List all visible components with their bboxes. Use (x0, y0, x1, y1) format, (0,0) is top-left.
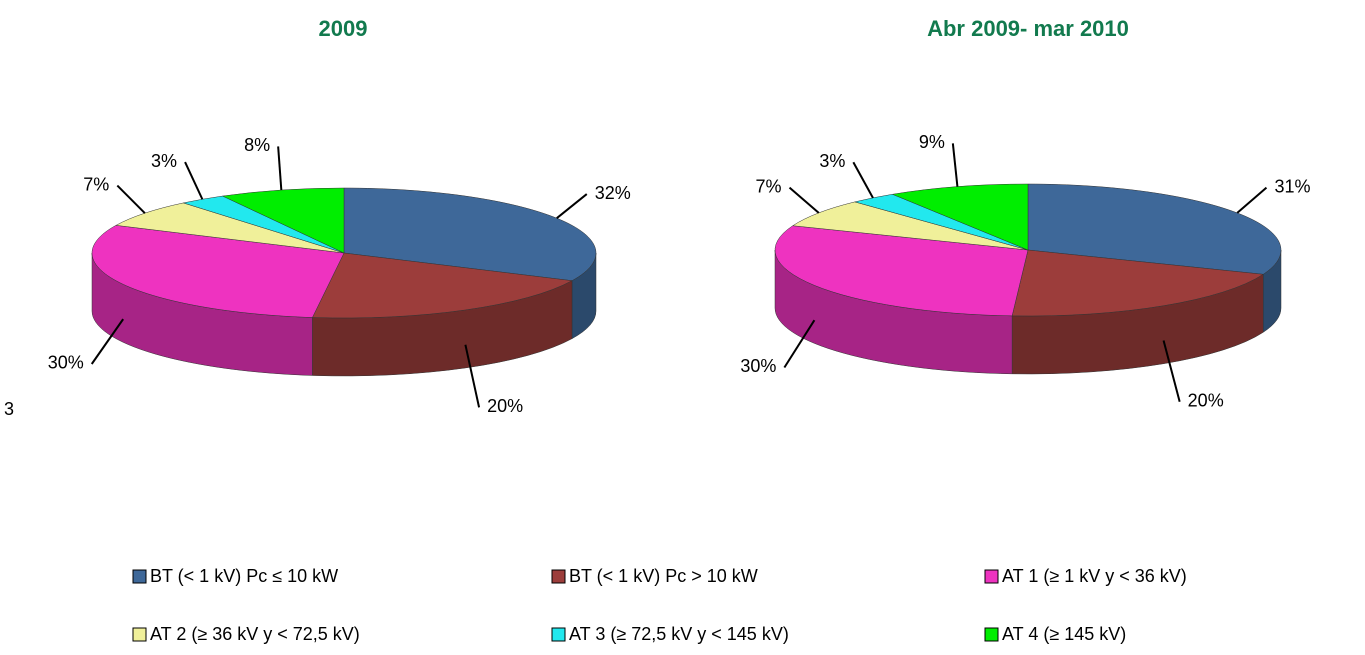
legend-label: AT 1 (≥ 1 kV y < 36 kV) (1002, 566, 1187, 586)
leader-line (788, 186, 820, 214)
pie-slice (115, 202, 345, 254)
pie-slice (1027, 183, 1282, 275)
data-label: 3% (819, 151, 845, 171)
legend-label: AT 2 (≥ 36 kV y < 72,5 kV) (150, 624, 360, 644)
legend-swatch (984, 569, 999, 584)
pie-slice (774, 225, 1029, 317)
chart-title: 2009 (319, 16, 368, 41)
legend-swatch (551, 569, 566, 584)
data-label: 8% (244, 135, 270, 155)
data-label: 7% (83, 174, 109, 194)
leader-line (1236, 186, 1268, 214)
data-label: 3% (151, 151, 177, 171)
data-label: 32% (595, 183, 631, 203)
data-label: 7% (756, 176, 782, 196)
data-label: 30% (740, 356, 776, 376)
leader-line (783, 319, 816, 369)
legend-swatch (551, 627, 566, 642)
pie-slice (792, 201, 1029, 251)
leader-line (464, 344, 481, 408)
pie-slice (91, 225, 345, 318)
legend-swatch (132, 627, 147, 642)
legend-label: AT 4 (≥ 145 kV) (1002, 624, 1126, 644)
chart-title: Abr 2009- mar 2010 (927, 16, 1129, 41)
pie-slice (891, 183, 1029, 251)
pie-slice (343, 187, 597, 281)
leader-line (184, 161, 204, 200)
leader-line (951, 143, 959, 187)
data-label: 31% (1274, 176, 1310, 196)
stray-text: 3 (4, 399, 14, 419)
leader-line (277, 146, 283, 191)
data-label: 9% (919, 132, 945, 152)
leader-line (116, 184, 146, 214)
leader-line (1162, 340, 1181, 402)
leader-line (556, 193, 588, 219)
legend-swatch (132, 569, 147, 584)
legend-label: BT (< 1 kV) Pc ≤ 10 kW (150, 566, 338, 586)
pie-slice (312, 252, 573, 319)
leader-line (852, 161, 874, 199)
legend-label: AT 3 (≥ 72,5 kV y < 145 kV) (569, 624, 789, 644)
leader-line (90, 318, 124, 365)
data-label: 30% (48, 353, 84, 373)
legend-swatch (984, 627, 999, 642)
data-label: 20% (487, 396, 523, 416)
legend-label: BT (< 1 kV) Pc > 10 kW (569, 566, 758, 586)
pie-slice (1011, 249, 1264, 317)
data-label: 20% (1188, 390, 1224, 410)
